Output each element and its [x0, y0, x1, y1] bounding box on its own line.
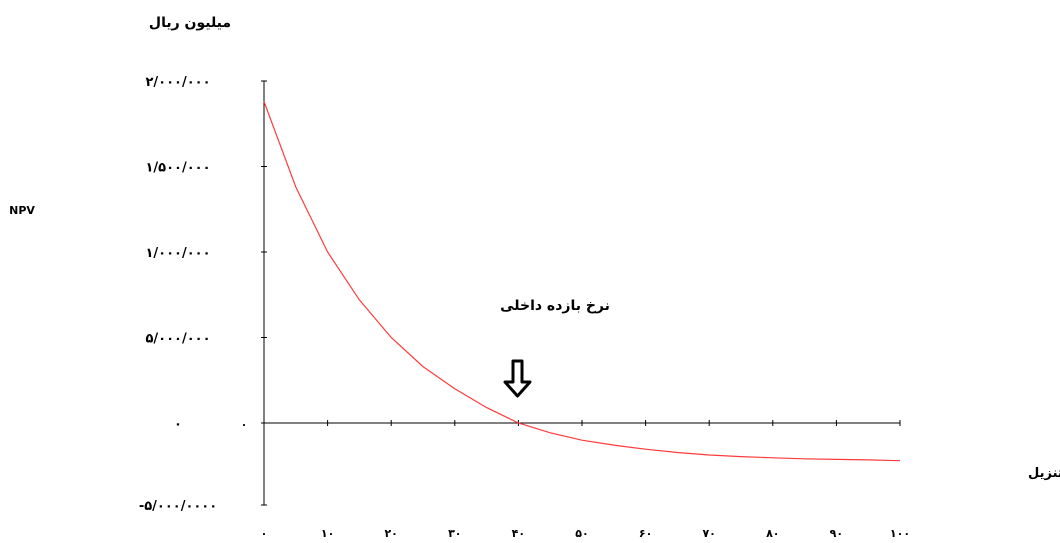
y-tick-label: ۰ — [174, 417, 182, 432]
npv-curve — [263, 101, 901, 462]
irr-annotation: نرخ بازده داخلی — [500, 298, 610, 314]
x-tick-label: ۴۰ — [512, 527, 525, 540]
y-tick-label: ۱/۵۰۰/۰۰۰ — [145, 161, 210, 176]
x-tick-label: ۰ — [261, 527, 268, 540]
x-tick-label: ۱۰۰ — [890, 527, 910, 540]
axes-group — [263, 81, 900, 505]
y-tick-label: -۵/۰۰۰/۰۰۰۰ — [139, 499, 217, 514]
x-tick-label: ۶۰ — [639, 527, 652, 540]
x-tick-label: ۹۰ — [830, 527, 843, 540]
x-axis-label: نرخ تنزیل — [1028, 466, 1060, 481]
y-axis-side-label: NPV — [9, 204, 35, 217]
origin-label: ۰ — [241, 418, 248, 431]
x-ticks: ۰ ۱۰ ۲۰ ۳۰ ۴۰ ۵۰ ۶۰ ۷۰ ۸۰ ۹۰ ۱۰۰ — [261, 420, 910, 540]
x-tick-label: ۸۰ — [766, 527, 779, 540]
x-tick-label: ۲۰ — [384, 527, 397, 540]
irr-arrow-icon — [503, 359, 532, 398]
y-tick-label: ۲/۰۰۰/۰۰۰ — [145, 75, 210, 90]
x-tick-label: ۵۰ — [575, 527, 588, 540]
y-ticks: ۲/۰۰۰/۰۰۰ ۱/۵۰۰/۰۰۰ ۱/۰۰۰/۰۰۰ ۵/۰۰۰/۰۰۰ ۰ -۵/… — [139, 75, 267, 514]
y-axis-unit-label: میلیون ریال — [149, 15, 231, 31]
x-tick-label: ۳۰ — [448, 527, 461, 540]
y-tick-label: ۵/۰۰۰/۰۰۰ — [145, 332, 210, 347]
x-tick-label: ۱۰ — [321, 527, 334, 540]
x-tick-label: ۷۰ — [702, 527, 715, 540]
y-tick-label: ۱/۰۰۰/۰۰۰ — [145, 246, 210, 261]
